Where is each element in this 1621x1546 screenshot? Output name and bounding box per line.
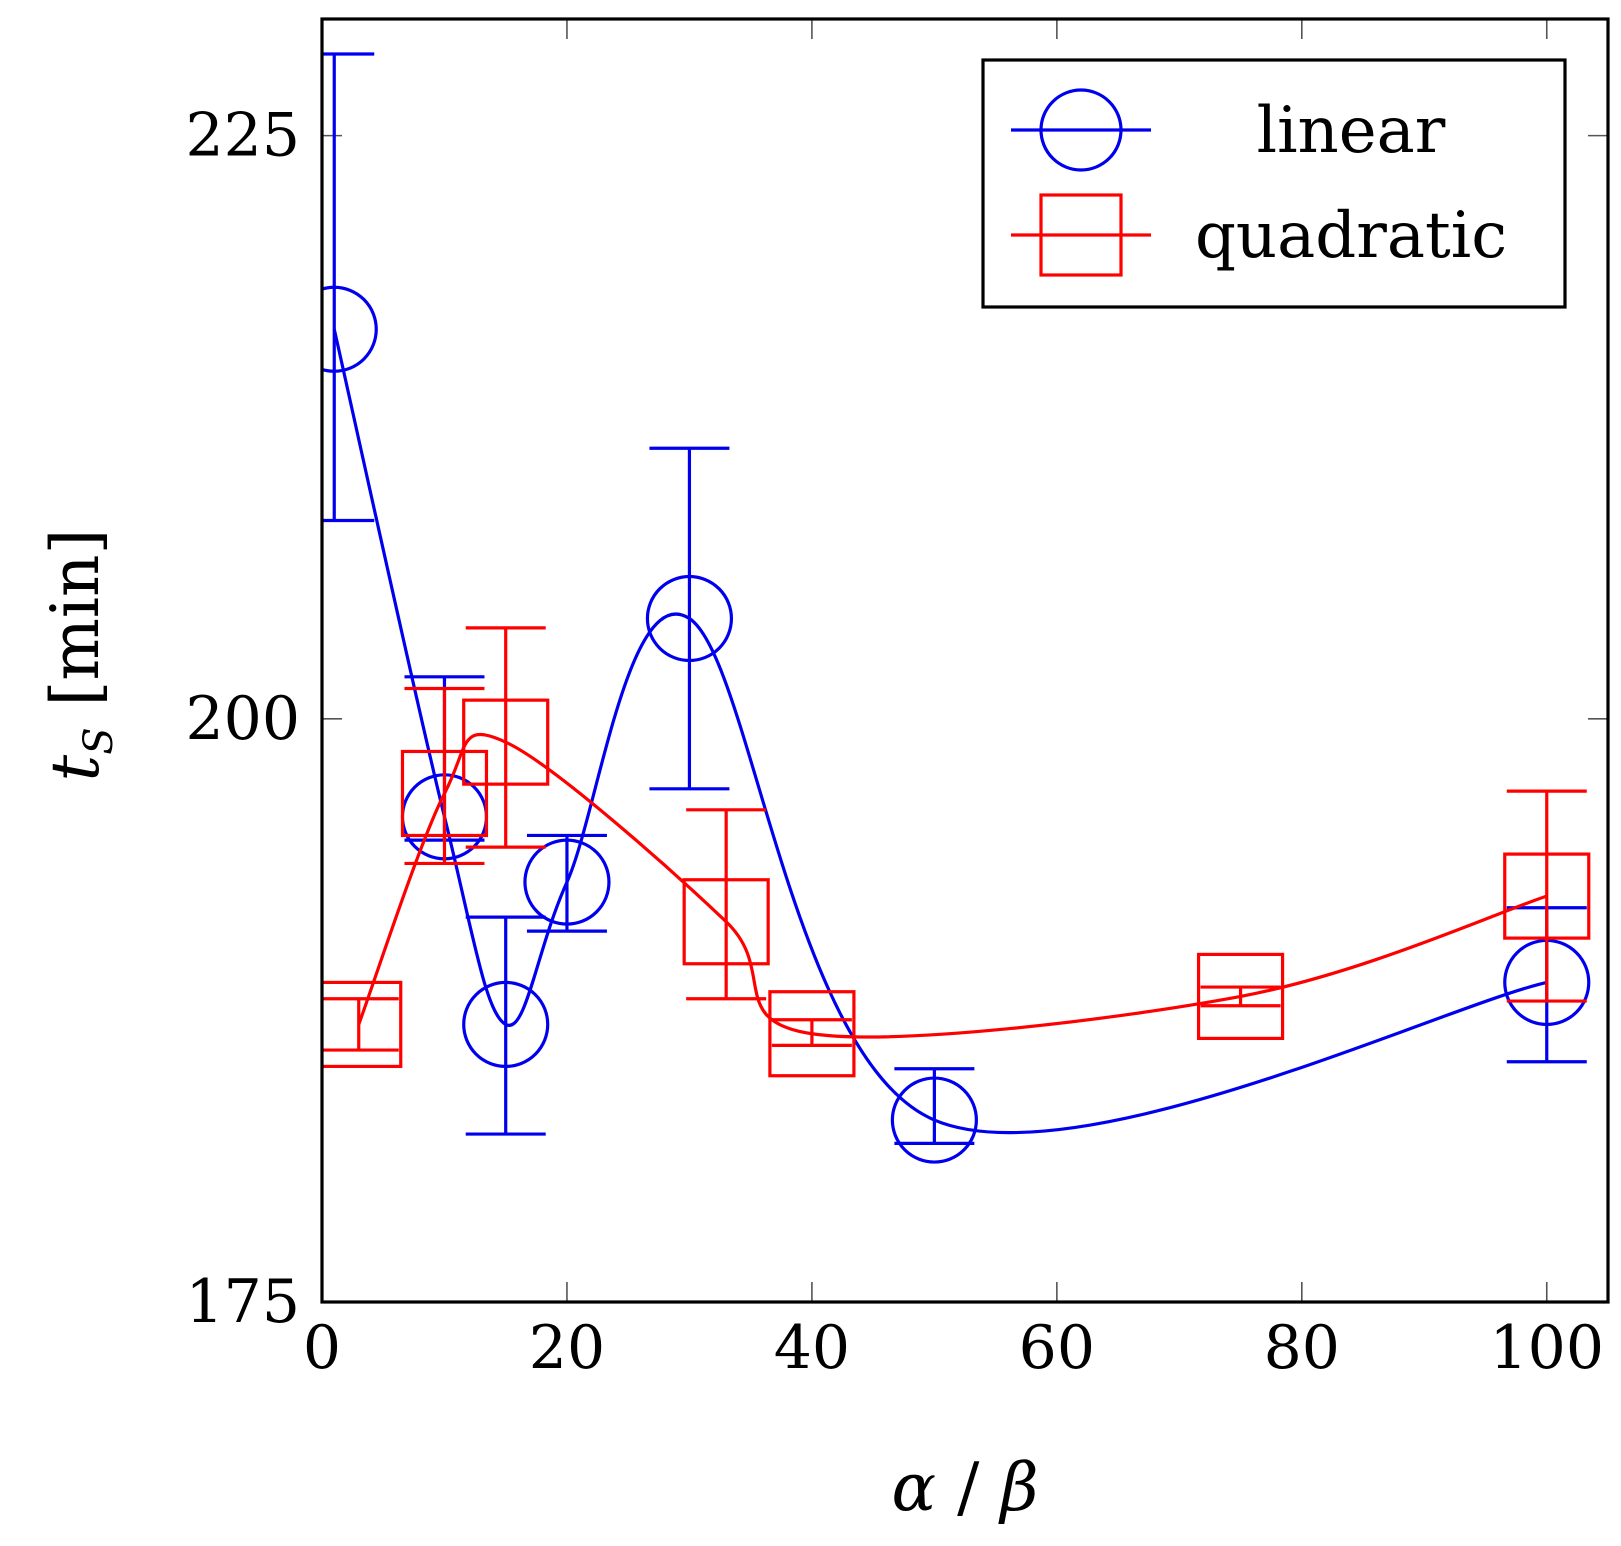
data-point-quadratic	[1503, 852, 1591, 940]
data-point-quadratic	[682, 878, 770, 966]
legend-box	[981, 58, 1567, 309]
y-axis-label-sub: S	[76, 727, 122, 754]
data-point-quadratic	[462, 698, 550, 786]
legend-entry-linear: linear	[1011, 88, 1446, 172]
legend-entry-quadratic: quadratic	[1011, 193, 1507, 277]
data-point-linear	[462, 980, 550, 1069]
axes-frame	[320, 17, 1610, 1304]
series-layer	[322, 52, 1591, 1164]
x-tick-label: 0	[303, 1313, 341, 1383]
x-tick-label: 20	[529, 1313, 605, 1383]
x-tick-label: 80	[1264, 1313, 1340, 1383]
series-line-quadratic	[357, 732, 1548, 1039]
x-tick-label: 40	[774, 1313, 850, 1383]
x-axis-label: α / β	[892, 1449, 1039, 1526]
x-axis-label-slash: /	[936, 1449, 1000, 1526]
data-point-quadratic	[1196, 952, 1285, 1041]
data-point-linear	[523, 838, 611, 926]
legend-marker-circle	[1039, 88, 1123, 172]
data-point-linear	[322, 285, 378, 373]
y-axis-label-unit: [min]	[37, 529, 114, 728]
y-axis-label-group: tS [min]	[37, 529, 122, 782]
y-tick-label: 200	[185, 684, 300, 754]
data-point-linear	[890, 1076, 978, 1164]
y-axis-label: tS [min]	[37, 529, 122, 782]
y-tick-label: 225	[185, 101, 300, 171]
x-tick-label: 100	[1489, 1313, 1604, 1383]
tick-labels: 0 20 40 60 80 100 175 200 225	[185, 101, 1604, 1383]
legend: linear quadratic	[981, 58, 1567, 309]
x-axis-label-alpha: α	[892, 1449, 937, 1526]
legend-label-linear: linear	[1257, 94, 1446, 168]
y-axis-label-t: t	[37, 754, 114, 781]
data-point-linear	[645, 574, 734, 663]
series-line-linear	[332, 328, 1548, 1135]
series-quadratic	[322, 626, 1591, 1078]
data-point-quadratic	[322, 980, 403, 1069]
data-point-quadratic	[400, 749, 489, 838]
plot-frame	[320, 17, 1610, 1304]
x-tick-label: 60	[1019, 1313, 1095, 1383]
y-tick-label: 175	[185, 1267, 300, 1337]
data-point-quadratic	[768, 990, 856, 1078]
legend-marker-square	[1039, 193, 1123, 277]
x-axis-label-beta: β	[997, 1449, 1038, 1526]
legend-label-quadratic: quadratic	[1195, 199, 1507, 273]
plot-area	[322, 52, 1591, 1164]
